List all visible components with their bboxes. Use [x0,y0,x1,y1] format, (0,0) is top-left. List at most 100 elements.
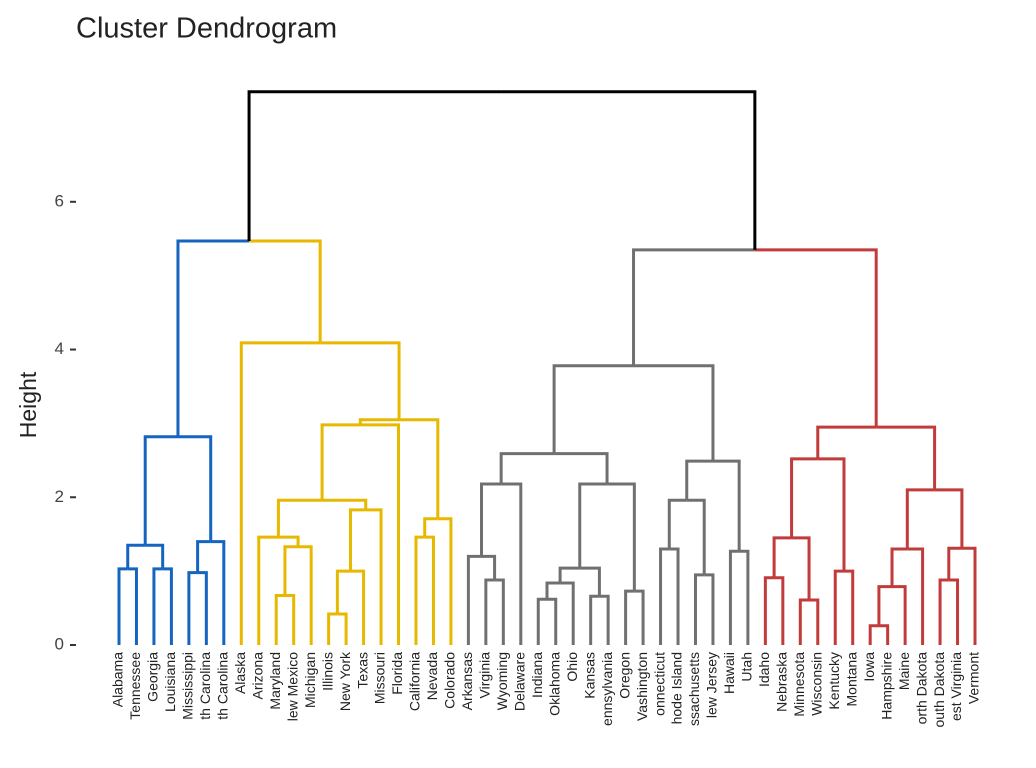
leaf-label: est Virginia [948,652,964,721]
links [117,90,977,645]
leaf-label: th Carolina [215,652,231,720]
link [239,341,321,645]
link [284,594,296,645]
link [763,576,775,645]
leaf-label: ssachusetts [686,652,702,726]
link [365,508,383,645]
link [348,508,366,572]
link [335,569,351,614]
link [843,569,855,645]
leaf-label: Hawaii [721,652,737,694]
link [667,498,687,549]
link [659,547,670,645]
link [934,488,964,549]
leaf-label: Florida [389,652,405,695]
chart-title: Cluster Dendrogram [76,13,337,45]
link [704,573,715,645]
link [634,589,645,645]
link [878,624,890,645]
link [607,482,636,592]
link [466,554,482,645]
leaf-label: Nevada [424,652,440,700]
leaf-label: Wyoming [494,652,510,710]
link [414,535,425,645]
link [632,248,755,366]
link [501,482,523,645]
link [686,498,706,575]
link [712,459,741,552]
leaf-labels: Alabama Tennessee Georgia Louisiana Mississi… [110,651,982,727]
leaf-label: orth Dakota [913,652,929,725]
link [424,535,435,645]
link [560,581,575,645]
link [484,578,495,645]
link [322,498,368,510]
leaf-label: Virginia [477,652,493,699]
leaf-label: Colorado [442,652,458,709]
leaf-label: Utah [739,652,755,682]
link [187,571,198,645]
link [578,482,608,569]
leaf-label: Arkansas [459,652,475,710]
link [624,589,635,645]
link [210,540,226,645]
link [816,425,877,459]
link [350,569,366,645]
link [877,585,893,626]
y-tick-label: 4 [55,339,64,358]
link [423,517,438,538]
link [938,578,949,645]
leaf-label: Maine [896,652,912,690]
leaf-label: th Carolina [197,652,213,720]
link [276,498,323,538]
y-tick-label: 6 [55,191,64,210]
link [633,364,715,462]
link [754,248,878,428]
leaf-label: Oklahoma [546,652,562,716]
leaf-label: Louisiana [162,652,178,712]
link [947,546,962,580]
link [145,543,165,569]
leaf-label: Indiana [529,652,545,698]
leaf-label: Kansas [581,652,597,699]
link [817,457,846,572]
leaf-label: Oregon [616,652,632,699]
link [399,418,440,519]
link [809,598,820,645]
link [558,566,580,583]
y-tick-label: 2 [55,487,64,506]
link [876,425,937,490]
link [152,567,163,645]
leaf-label: onnecticut [651,652,667,716]
link [143,435,178,546]
link [494,578,505,645]
link [278,535,300,547]
link [196,540,211,573]
leaf-label: Georgia [145,652,161,702]
link [162,567,173,645]
link [479,482,502,557]
leaf-label: Wisconsin [808,652,824,716]
link [589,594,600,645]
y-axis-label: Height [15,371,41,438]
leaf-label: California [407,652,423,711]
link [892,585,907,645]
link [437,517,453,645]
link [257,535,279,645]
leaf-label: Vashington [634,652,650,721]
leaf-label: Texas [354,652,370,689]
link [197,571,208,645]
link [774,576,785,645]
link [833,569,844,645]
link [798,598,810,645]
link [536,597,547,645]
leaf-label: Idaho [756,652,772,687]
link [554,452,609,484]
leaf-label: Hampshire [878,652,894,720]
link [274,594,285,645]
leaf-label: Illinois [319,652,335,691]
leaf-label: Ohio [564,652,580,682]
leaf-label: Vermont [966,652,982,704]
link [772,536,792,578]
